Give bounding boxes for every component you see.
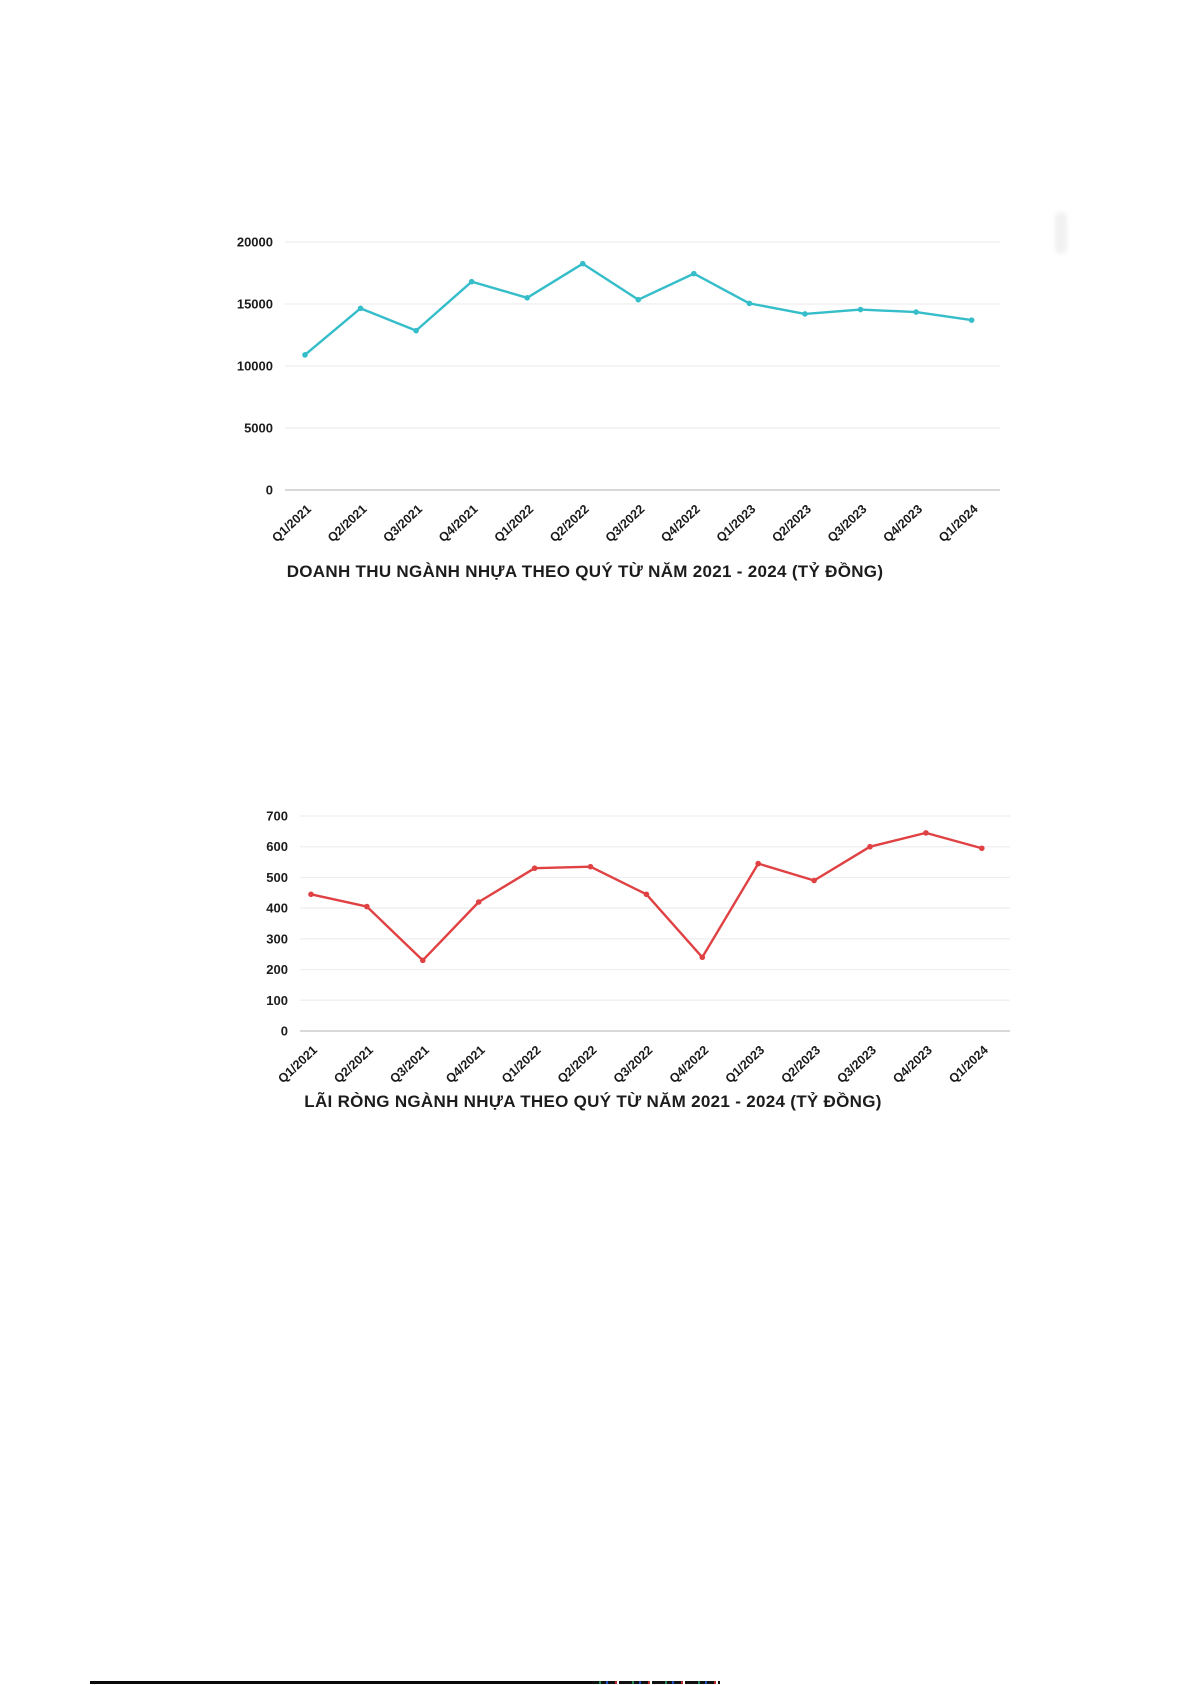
revenue-data-point [635,296,642,303]
cropped-bottom-element-line [90,1681,592,1684]
x-tick-label: Q4/2021 [443,1043,488,1086]
x-tick-label: Q4/2023 [880,502,925,545]
faint-scrollbar-artifact [1055,212,1067,254]
y-tick-label: 0 [281,1024,288,1039]
revenue-data-point [968,317,975,323]
x-tick-label: Q3/2022 [611,1043,656,1086]
net-profit-data-point [531,865,538,872]
y-tick-label: 500 [266,870,288,885]
net-profit-data-point [699,954,706,961]
net-profit-chart-title: LÃI RÒNG NGÀNH NHỰA THEO QUÝ TỪ NĂM 2021… [304,1092,882,1111]
net-profit-data-point [755,860,761,867]
y-tick-label: 5000 [244,421,273,436]
y-tick-label: 100 [266,993,288,1008]
x-tick-label: Q1/2024 [936,502,981,545]
net-profit-line-chart: 0 100 200 300 400 500 600 700 Q1/2021 Q2/2021 Q3/2… [266,809,1010,1086]
revenue-data-point [802,311,808,317]
net-profit-data-point [643,891,650,898]
net-profit-data-point [811,877,817,884]
y-tick-label: 700 [266,809,288,824]
x-tick-label: Q3/2022 [603,502,648,545]
net-profit-data-point [420,957,426,964]
x-tick-label: Q1/2023 [714,502,759,545]
x-tick-label: Q1/2021 [269,502,314,545]
x-tick-label: Q2/2022 [547,502,592,545]
x-tick-label: Q3/2023 [825,502,870,545]
y-tick-label: 400 [266,901,288,916]
revenue-data-point [357,305,364,312]
net-profit-data-point [308,891,314,898]
revenue-chart-title: DOANH THU NGÀNH NHỰA THEO QUÝ TỪ NĂM 202… [286,562,884,581]
revenue-data-point [857,306,864,313]
x-tick-label: Q1/2022 [492,502,537,545]
x-tick-label: Q1/2021 [275,1043,320,1086]
y-tick-label: 20000 [237,235,273,250]
net-profit-data-point [475,899,482,905]
revenue-data-point [746,300,753,307]
x-tick-label: Q3/2023 [834,1043,879,1086]
y-tick-label: 0 [266,483,273,498]
revenue-data-point [579,260,586,267]
cropped-bottom-element [90,1681,720,1685]
net-profit-data-point [867,843,873,850]
y-tick-label: 10000 [237,359,273,374]
net-profit-data-point [979,845,985,852]
revenue-line-chart: 0 5000 10000 15000 20000 Q1/2021 Q2/2021 Q3/202… [237,235,1000,545]
revenue-data-point [913,309,919,315]
x-tick-label: Q3/2021 [381,502,426,545]
x-tick-label: Q1/2022 [499,1043,544,1086]
x-tick-label: Q4/2022 [658,502,703,545]
y-tick-label: 15000 [237,297,273,312]
x-tick-label: Q2/2021 [325,502,370,545]
x-tick-label: Q2/2023 [769,502,814,545]
revenue-data-point [691,270,697,277]
y-tick-label: 300 [266,931,288,946]
x-tick-label: Q3/2021 [387,1043,432,1086]
x-tick-label: Q2/2022 [555,1043,600,1086]
y-tick-label: 200 [266,962,288,977]
net-profit-data-point [364,903,370,910]
revenue-data-point [413,327,419,334]
y-tick-label: 600 [266,839,288,854]
revenue-data-point [524,295,530,301]
x-tick-label: Q1/2023 [723,1043,768,1086]
revenue-line-series [303,262,973,357]
revenue-data-point [302,352,308,358]
cropped-bottom-element-pixels [592,1681,720,1684]
x-tick-label: Q2/2023 [779,1043,824,1086]
x-tick-label: Q4/2021 [436,502,481,545]
net-profit-data-point [923,830,929,836]
x-tick-label: Q1/2024 [946,1043,991,1086]
x-tick-label: Q2/2021 [331,1043,376,1086]
net-profit-data-point [587,863,594,870]
revenue-data-point [468,278,475,285]
x-tick-label: Q4/2023 [890,1043,935,1086]
x-tick-label: Q4/2022 [667,1043,712,1086]
